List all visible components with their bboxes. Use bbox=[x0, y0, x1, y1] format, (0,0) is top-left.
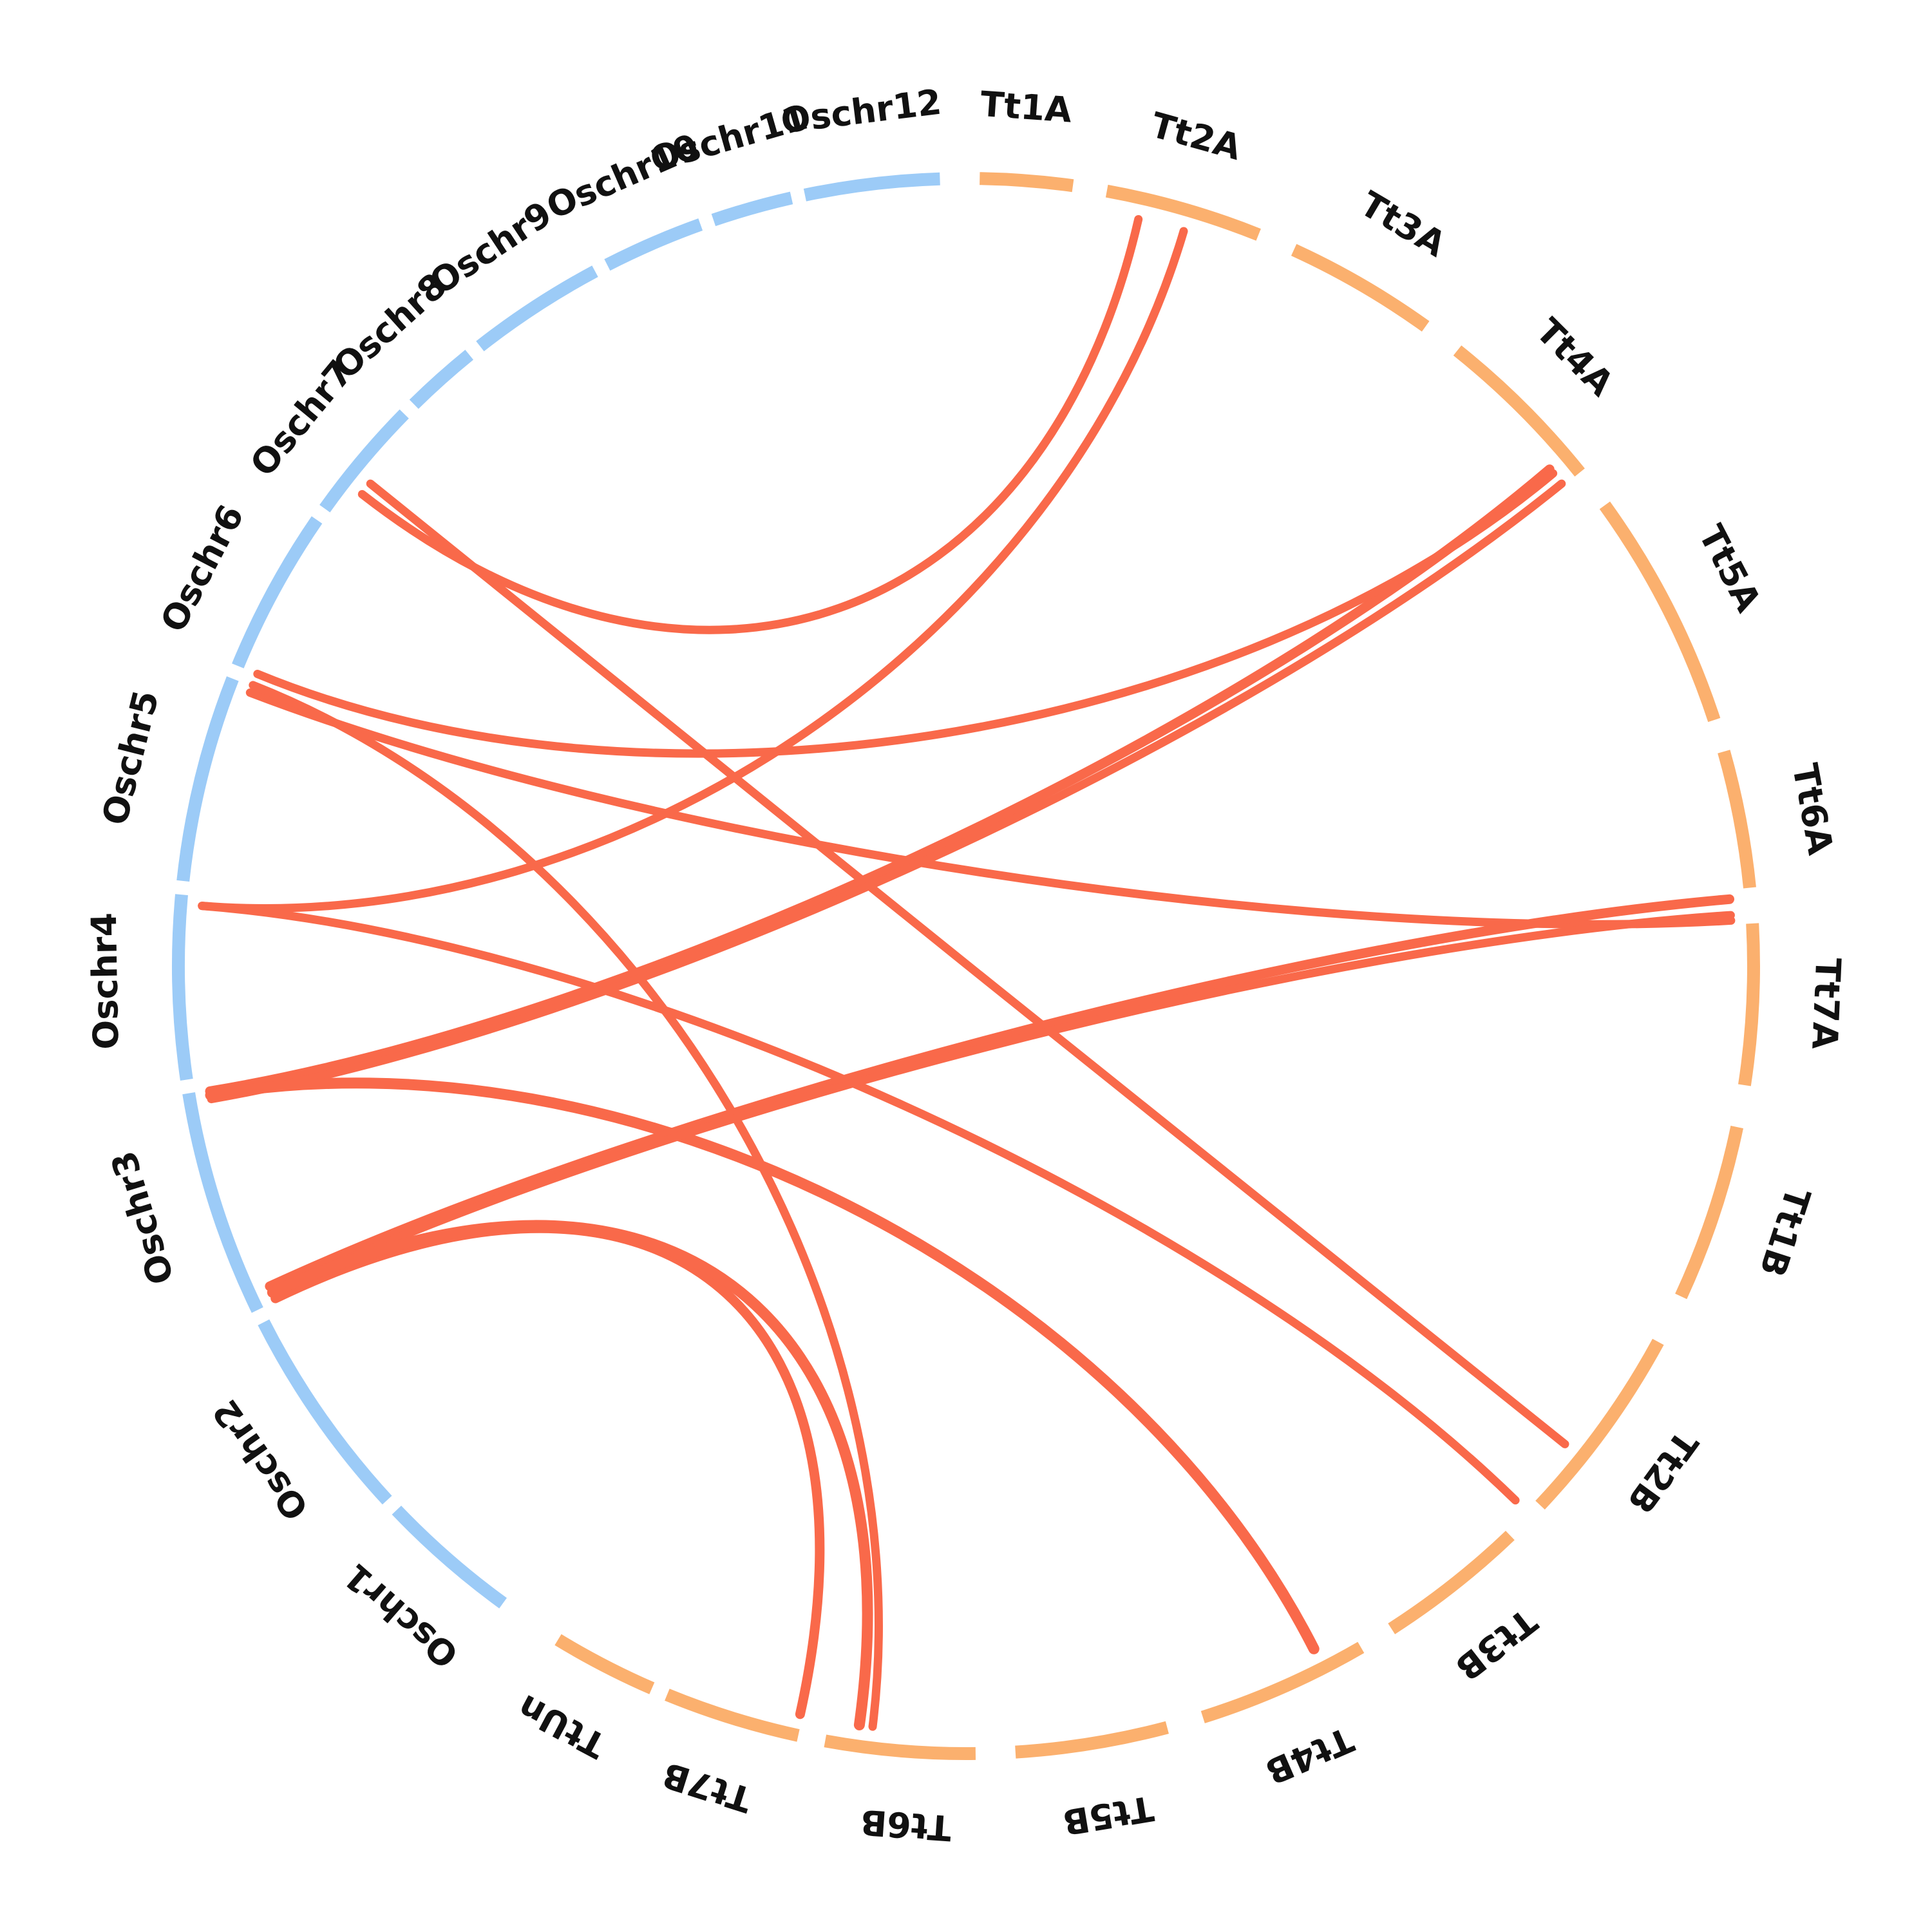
link-oschr2-tt6a bbox=[268, 911, 1735, 1297]
segment-tt3a bbox=[1291, 243, 1430, 332]
segment-label-tt1a: Tt1A bbox=[979, 84, 1073, 131]
segment-oschr1 bbox=[392, 1505, 507, 1609]
segment-oschr12 bbox=[803, 172, 940, 202]
segment-oschr6 bbox=[232, 516, 323, 668]
segment-tt3b bbox=[1388, 1530, 1515, 1634]
segment-label-tt6b: Tt6B bbox=[859, 1801, 952, 1848]
link-oschr2-tt6b bbox=[267, 1220, 873, 1730]
segment-label-tt6a: Tt6A bbox=[1785, 761, 1841, 858]
segment-tt5a bbox=[1599, 501, 1721, 723]
link-oschr3-tt4b bbox=[205, 1077, 1320, 1654]
link-oschr4-tt3b bbox=[198, 902, 1520, 1505]
link-oschr2-tt6a bbox=[265, 894, 1734, 1291]
segment-oschr10 bbox=[604, 218, 703, 271]
link-oschr6-tt6b bbox=[249, 681, 883, 1731]
segment-label-oschr3: Oschr3 bbox=[103, 1146, 182, 1289]
segment-tt2b bbox=[1535, 1338, 1664, 1510]
segment-label-oschr12: Oschr12 bbox=[779, 81, 943, 141]
link-oschr3-tt4a bbox=[205, 464, 1555, 1096]
segment-label-tt2a: Tt2A bbox=[1146, 104, 1245, 168]
segment-label-tt2b: Tt2B bbox=[1620, 1423, 1706, 1520]
segment-label-tt4a: Tt4A bbox=[1528, 310, 1622, 404]
segment-label-tt3b: Tt3B bbox=[1448, 1600, 1544, 1689]
segment-label-oschr4: Oschr4 bbox=[84, 912, 127, 1050]
segment-tt7b bbox=[665, 1689, 800, 1742]
segment-label-tt5b: Tt5B bbox=[1060, 1788, 1157, 1842]
segment-tt7a bbox=[1738, 923, 1760, 1086]
segment-tt6a bbox=[1718, 750, 1756, 889]
segment-oschr9 bbox=[476, 265, 598, 352]
segment-ttun bbox=[554, 1634, 655, 1694]
segment-tt5b bbox=[1015, 1721, 1169, 1759]
segment-tt4b bbox=[1200, 1642, 1365, 1723]
link-oschr5-tt4a bbox=[253, 469, 1558, 758]
segment-label-tt7a: Tt7A bbox=[1804, 957, 1848, 1050]
link-oschr3-tt4a bbox=[207, 479, 1566, 1104]
segment-tt4a bbox=[1453, 345, 1585, 477]
segments-layer bbox=[171, 172, 1760, 1760]
segment-oschr2 bbox=[258, 1319, 392, 1505]
segment-label-oschr2: Oschr2 bbox=[205, 1392, 317, 1528]
segment-tt2a bbox=[1105, 184, 1261, 241]
segment-label-tt7b: Tt7B bbox=[658, 1754, 757, 1821]
segment-oschr4 bbox=[171, 894, 193, 1081]
segment-tt1a bbox=[980, 172, 1074, 193]
segment-tt1b bbox=[1675, 1126, 1743, 1300]
segment-label-oschr1: Oschr1 bbox=[336, 1555, 466, 1676]
segment-label-oschr5: Oschr5 bbox=[94, 687, 167, 829]
link-oschr7-tt2a bbox=[357, 215, 1143, 634]
segment-label-tt1b: Tt1B bbox=[1752, 1182, 1819, 1282]
segment-label-ttun: TtUn bbox=[511, 1687, 613, 1766]
segment-oschr5 bbox=[176, 676, 239, 882]
link-oschr4-tt2a bbox=[198, 227, 1188, 913]
segment-oschr11 bbox=[711, 191, 793, 227]
segment-label-tt3a: Tt3A bbox=[1353, 184, 1453, 265]
segment-label-tt5a: Tt5A bbox=[1690, 518, 1769, 618]
segment-oschr7 bbox=[319, 409, 409, 513]
link-oschr7-tt2b bbox=[366, 479, 1569, 1448]
segment-oschr8 bbox=[409, 350, 474, 409]
segment-tt6b bbox=[824, 1734, 976, 1760]
segment-label-oschr6: Oschr6 bbox=[153, 498, 252, 639]
segment-oschr3 bbox=[182, 1092, 263, 1313]
links-layer bbox=[198, 215, 1736, 1731]
segment-label-oschr9: Oschr9 bbox=[422, 193, 559, 303]
segment-label-tt4b: Tt4B bbox=[1260, 1719, 1359, 1792]
